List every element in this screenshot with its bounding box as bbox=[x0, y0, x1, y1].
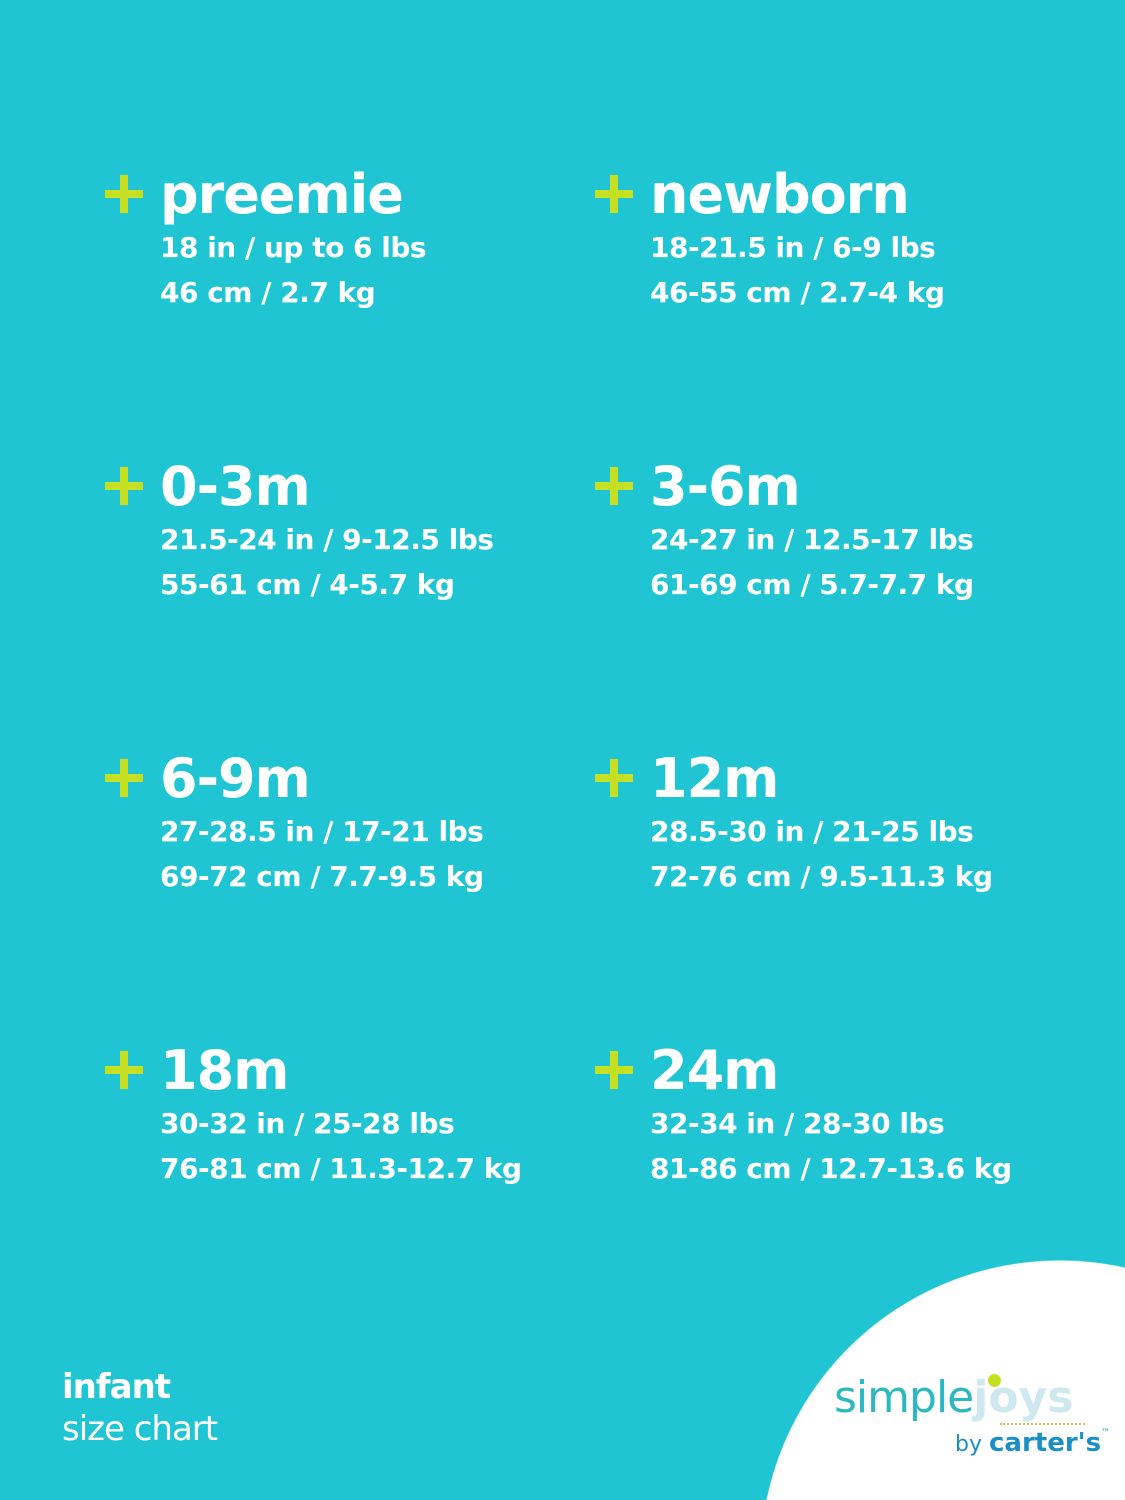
plus-icon bbox=[595, 759, 633, 797]
plus-icon bbox=[595, 467, 633, 505]
size-label: 6-9m bbox=[160, 747, 311, 810]
size-label: newborn bbox=[650, 163, 910, 226]
size-entry: 6-9m 27-28.5 in / 17-21 lbs 69-72 cm / 7… bbox=[105, 747, 600, 899]
imperial-measure: 24-27 in / 12.5-17 lbs bbox=[650, 523, 974, 556]
logo-by-carters: by carter's™ bbox=[955, 1428, 1110, 1458]
size-entry: 3-6m 24-27 in / 12.5-17 lbs 61-69 cm / 5… bbox=[595, 455, 1090, 607]
imperial-measure: 32-34 in / 28-30 lbs bbox=[650, 1107, 945, 1140]
plus-icon bbox=[105, 1051, 143, 1089]
metric-measure: 61-69 cm / 5.7-7.7 kg bbox=[650, 568, 974, 601]
plus-icon bbox=[595, 1051, 633, 1089]
imperial-measure: 21.5-24 in / 9-12.5 lbs bbox=[160, 523, 494, 556]
chart-caption: infant size chart bbox=[62, 1366, 218, 1450]
plus-icon bbox=[595, 175, 633, 213]
imperial-measure: 18-21.5 in / 6-9 lbs bbox=[650, 231, 936, 264]
logo-by: by bbox=[955, 1432, 982, 1457]
metric-measure: 72-76 cm / 9.5-11.3 kg bbox=[650, 860, 993, 893]
size-entry: 24m 32-34 in / 28-30 lbs 81-86 cm / 12.7… bbox=[595, 1039, 1090, 1191]
imperial-measure: 30-32 in / 25-28 lbs bbox=[160, 1107, 455, 1140]
imperial-measure: 27-28.5 in / 17-21 lbs bbox=[160, 815, 484, 848]
size-entry: 18m 30-32 in / 25-28 lbs 76-81 cm / 11.3… bbox=[105, 1039, 600, 1191]
metric-measure: 55-61 cm / 4-5.7 kg bbox=[160, 568, 455, 601]
size-label: 24m bbox=[650, 1039, 779, 1102]
imperial-measure: 28.5-30 in / 21-25 lbs bbox=[650, 815, 974, 848]
metric-measure: 69-72 cm / 7.7-9.5 kg bbox=[160, 860, 484, 893]
logo-background bbox=[760, 1260, 1125, 1500]
logo-brand: carter's bbox=[988, 1428, 1102, 1458]
logo-dotted-line bbox=[1000, 1423, 1085, 1425]
plus-icon bbox=[105, 759, 143, 797]
size-label: 3-6m bbox=[650, 455, 801, 518]
metric-measure: 76-81 cm / 11.3-12.7 kg bbox=[160, 1152, 522, 1185]
metric-measure: 46 cm / 2.7 kg bbox=[160, 276, 376, 309]
plus-icon bbox=[105, 467, 143, 505]
logo-simple: simple bbox=[834, 1372, 974, 1423]
size-label: 12m bbox=[650, 747, 779, 810]
metric-measure: 81-86 cm / 12.7-13.6 kg bbox=[650, 1152, 1012, 1185]
size-label: 0-3m bbox=[160, 455, 311, 518]
size-entry: preemie 18 in / up to 6 lbs 46 cm / 2.7 … bbox=[105, 163, 600, 315]
size-entry: 12m 28.5-30 in / 21-25 lbs 72-76 cm / 9.… bbox=[595, 747, 1090, 899]
imperial-measure: 18 in / up to 6 lbs bbox=[160, 231, 427, 264]
logo-tm: ™ bbox=[1101, 1428, 1111, 1438]
simple-joys-logo: simplejoys bbox=[834, 1372, 1073, 1423]
size-label: 18m bbox=[160, 1039, 289, 1102]
logo-dot-icon bbox=[988, 1374, 1001, 1387]
size-entry: 0-3m 21.5-24 in / 9-12.5 lbs 55-61 cm / … bbox=[105, 455, 600, 607]
size-entry: newborn 18-21.5 in / 6-9 lbs 46-55 cm / … bbox=[595, 163, 1090, 315]
size-label: preemie bbox=[160, 163, 404, 226]
caption-line-2: size chart bbox=[62, 1409, 218, 1449]
caption-line-1: infant bbox=[62, 1367, 171, 1407]
plus-icon bbox=[105, 175, 143, 213]
metric-measure: 46-55 cm / 2.7-4 kg bbox=[650, 276, 945, 309]
